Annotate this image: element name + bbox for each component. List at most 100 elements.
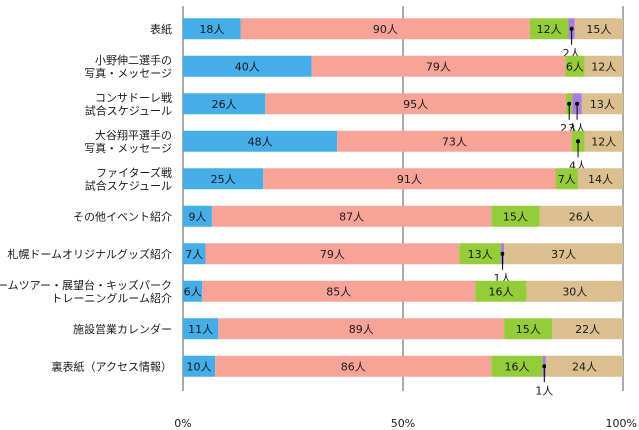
bar-segment: [565, 55, 585, 77]
category-labels: 表紙小野伸二選手の写真・メッセージコンサドーレ戦試合スケジュール大谷翔平選手の写…: [0, 22, 172, 374]
bar-segment: [337, 130, 572, 152]
data-label: 10人: [187, 360, 212, 373]
bar-segment: [183, 243, 206, 265]
data-label: 6人: [566, 60, 584, 73]
data-label: 12人: [591, 60, 616, 73]
bar-segment: [578, 168, 623, 190]
bar-segment: [263, 168, 556, 190]
data-label: 87人: [339, 210, 364, 223]
bar-segment: [311, 55, 566, 77]
bar-segment: [183, 55, 312, 77]
category-label: 札幌ドームオリジナルグッズ紹介: [7, 247, 172, 261]
bar-segment: [183, 318, 219, 340]
category-label: ドームツアー・展望台・キッズパーク: [0, 278, 172, 292]
data-label: 48人: [248, 135, 273, 148]
bar-segment: [183, 18, 241, 40]
bar-segment: [205, 243, 460, 265]
bar-segment: [504, 318, 553, 340]
bar-segment: [183, 93, 266, 115]
bar-segment: [504, 243, 623, 265]
bar-segment: [581, 93, 623, 115]
bar-segment: [552, 318, 623, 340]
data-label: 15人: [586, 23, 611, 36]
bar-segment: [183, 355, 216, 377]
x-tick-label: 0%: [174, 417, 191, 430]
bar-segment: [202, 280, 476, 302]
bar-segment: [240, 18, 530, 40]
data-label: 14人: [588, 173, 613, 186]
bar-segment: [215, 355, 492, 377]
category-label: トレーニングルーム紹介: [51, 291, 172, 305]
data-label: 15人: [516, 323, 541, 336]
data-label: 22人: [575, 323, 600, 336]
data-label: 89人: [349, 323, 374, 336]
data-label: 15人: [503, 210, 528, 223]
x-tick-label: 100%: [606, 417, 637, 430]
category-label: 施設営業カレンダー: [73, 322, 172, 336]
data-label: 11人: [188, 323, 213, 336]
data-label: 6人: [184, 285, 202, 298]
data-label: 18人: [199, 23, 224, 36]
data-label: 12人: [537, 23, 562, 36]
bar-segment: [555, 168, 579, 190]
category-label: 大谷翔平選手の: [95, 128, 172, 142]
bar-segment: [459, 243, 501, 265]
data-label: 16人: [488, 285, 513, 298]
category-label: 試合スケジュール: [85, 103, 172, 117]
bar-segment: [183, 205, 212, 227]
x-tick-label: 50%: [391, 417, 415, 430]
category-label: 写真・メッセージ: [84, 66, 172, 80]
callout-dot: [500, 251, 505, 256]
category-label: 試合スケジュール: [85, 178, 172, 192]
callout-dot: [542, 364, 547, 369]
bar-segment: [183, 168, 264, 190]
bar-segment: [584, 55, 623, 77]
data-label: 1人: [535, 384, 553, 397]
callout-dot: [569, 26, 574, 31]
data-label: 95人: [403, 98, 428, 111]
data-label: 12人: [591, 135, 616, 148]
bar-segment: [539, 205, 623, 227]
data-label: 79人: [426, 60, 451, 73]
data-label: 86人: [341, 360, 366, 373]
bar-segment: [265, 93, 567, 115]
data-label: 73人: [442, 135, 467, 148]
data-label: 13人: [590, 98, 615, 111]
data-label: 90人: [373, 23, 398, 36]
category-label: 表紙: [150, 22, 172, 36]
bar-segment: [183, 280, 203, 302]
data-label: 26人: [569, 210, 594, 223]
category-label: 写真・メッセージ: [84, 141, 172, 155]
data-label: 16人: [505, 360, 530, 373]
callout-dot: [567, 101, 572, 106]
data-label: 91人: [397, 173, 422, 186]
bar-segment: [183, 130, 338, 152]
data-label: 85人: [326, 285, 351, 298]
category-label: 裏表紙（アクセス情報）: [52, 359, 172, 373]
data-label: 7人: [558, 173, 576, 186]
category-label: コンサドーレ戦: [95, 91, 172, 104]
bar-segment: [491, 205, 540, 227]
bar-segment: [529, 18, 569, 40]
bar-segment: [545, 355, 623, 377]
bar-segment: [584, 130, 623, 152]
data-label: 24人: [572, 360, 597, 373]
data-label: 37人: [551, 248, 576, 261]
data-label: 30人: [562, 285, 587, 298]
callout-dot: [575, 101, 580, 106]
bar-segment: [211, 205, 492, 227]
callout-dot: [576, 139, 581, 144]
bar-segment: [491, 355, 543, 377]
category-label: その他イベント紹介: [73, 210, 172, 223]
data-label: 25人: [211, 173, 236, 186]
data-label: 26人: [212, 98, 237, 111]
bar-segment: [526, 280, 623, 302]
bar-segment: [218, 318, 505, 340]
category-label: 小野伸二選手の: [95, 53, 172, 67]
data-label: 40人: [235, 60, 260, 73]
bar-segment: [574, 18, 623, 40]
category-label: ファイターズ戦: [96, 165, 172, 179]
data-label: 7人: [185, 248, 203, 261]
